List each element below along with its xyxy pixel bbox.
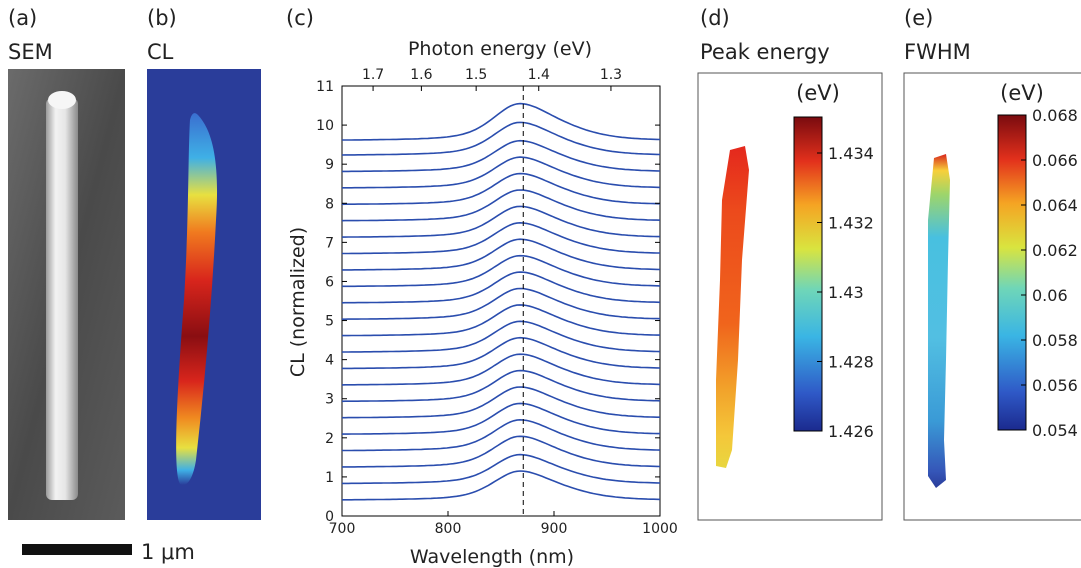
y-tick-label: 1 bbox=[325, 470, 334, 486]
y-tick-label: 8 bbox=[325, 196, 334, 212]
y-tick-label: 4 bbox=[325, 353, 334, 369]
panel-title-e: FWHM bbox=[904, 40, 971, 64]
fwhm-colorbar-tick-label: 0.06 bbox=[1032, 286, 1068, 305]
fwhm-unit: (eV) bbox=[1000, 81, 1044, 105]
plot-frame bbox=[341, 85, 661, 517]
y-tick-label: 11 bbox=[316, 79, 334, 95]
spectrum-line bbox=[341, 189, 661, 222]
spectrum-line bbox=[341, 369, 661, 403]
peak-energy-colorbar-tick-label: 1.434 bbox=[828, 144, 874, 163]
spectrum-line bbox=[342, 435, 661, 468]
scale-bar bbox=[22, 544, 132, 555]
fwhm-colorbar-tick-label: 0.058 bbox=[1032, 331, 1078, 350]
y-tick-label: 0 bbox=[325, 509, 334, 525]
top-x-axis-label: Photon energy (eV) bbox=[408, 38, 592, 60]
x-tick-label: 700 bbox=[329, 521, 356, 537]
spectrum-line bbox=[342, 453, 661, 485]
x-tick-label: 1000 bbox=[642, 521, 678, 537]
top-x-tick-label: 1.4 bbox=[528, 67, 550, 83]
fwhm-colorbar-tick-label: 0.066 bbox=[1032, 151, 1078, 170]
panel-label-c: (c) bbox=[286, 6, 314, 30]
spectrum-line bbox=[341, 172, 661, 206]
y-tick-label: 3 bbox=[325, 392, 334, 408]
panel-label-a: (a) bbox=[8, 6, 38, 30]
fwhm-map bbox=[928, 154, 950, 488]
peak-energy-map bbox=[716, 146, 749, 468]
spectrum-line bbox=[342, 139, 661, 173]
spectrum-line bbox=[342, 418, 661, 452]
peak-energy-panel: (eV) 1.434 1.432 1.43 1.428 1.426 bbox=[697, 72, 883, 521]
panel-title-a: SEM bbox=[8, 40, 53, 64]
spectrum-line bbox=[342, 470, 661, 501]
panel-label-d: (d) bbox=[700, 6, 730, 30]
peak-energy-colorbar bbox=[793, 116, 823, 432]
top-x-tick-label: 1.6 bbox=[410, 67, 432, 83]
fwhm-colorbar bbox=[997, 114, 1027, 431]
fwhm-colorbar-tick-label: 0.068 bbox=[1032, 106, 1078, 125]
spectrum-line bbox=[342, 287, 661, 321]
peak-energy-unit: (eV) bbox=[796, 81, 840, 105]
spectrum-line bbox=[341, 121, 661, 156]
fwhm-colorbar-tick-label: 0.062 bbox=[1032, 241, 1078, 260]
spectrum-line bbox=[342, 402, 660, 435]
spectrum-line bbox=[342, 320, 661, 353]
spectrum-line bbox=[342, 205, 660, 238]
fwhm-panel: (eV) 0.068 0.066 0.064 0.062 0.06 0.058 0.056 0… bbox=[903, 72, 1081, 521]
y-tick-label: 5 bbox=[325, 314, 334, 330]
top-x-tick-label: 1.5 bbox=[465, 67, 487, 83]
peak-energy-colorbar-tick-label: 1.432 bbox=[828, 214, 874, 233]
panel-label-b: (b) bbox=[147, 6, 177, 30]
y-axis-label: CL (normalized) bbox=[287, 227, 309, 377]
top-x-tick-label: 1.3 bbox=[600, 67, 622, 83]
panel-title-b: CL bbox=[147, 40, 174, 64]
cl-spectra-plot: 700 800 900 1000 1.7 1.6 1.5 1.4 1.3 0 1 2 3 4 5 6 7 8 9 10… bbox=[287, 38, 678, 568]
spectrum-line bbox=[342, 304, 660, 337]
sem-image bbox=[8, 69, 125, 520]
spectrum-line bbox=[342, 254, 661, 288]
y-tick-label: 9 bbox=[325, 157, 334, 173]
spectrum-line bbox=[341, 271, 661, 304]
x-axis-label: Wavelength (nm) bbox=[410, 546, 574, 568]
panel-title-d: Peak energy bbox=[700, 40, 830, 64]
fwhm-colorbar-tick-label: 0.056 bbox=[1032, 376, 1078, 395]
spectrum-line bbox=[342, 238, 661, 271]
spectrum-line bbox=[342, 336, 661, 370]
peak-energy-colorbar-tick-label: 1.426 bbox=[828, 422, 874, 441]
x-tick-label: 800 bbox=[435, 521, 462, 537]
x-tick-label: 900 bbox=[541, 521, 568, 537]
spectrum-line bbox=[342, 156, 661, 189]
y-tick-label: 2 bbox=[325, 431, 334, 447]
peak-energy-colorbar-tick-label: 1.43 bbox=[828, 283, 864, 302]
spectrum-line bbox=[342, 102, 661, 141]
y-tick-label: 6 bbox=[325, 274, 334, 290]
cl-map-image bbox=[147, 69, 261, 520]
fwhm-colorbar-tick-label: 0.064 bbox=[1032, 196, 1078, 215]
fwhm-colorbar-tick-label: 0.054 bbox=[1032, 421, 1078, 440]
y-tick-label: 7 bbox=[325, 235, 334, 251]
scale-bar-label: 1 μm bbox=[141, 540, 195, 564]
y-tick-label: 10 bbox=[316, 118, 334, 134]
spectrum-line bbox=[341, 353, 661, 386]
spectrum-line bbox=[342, 221, 660, 255]
peak-energy-colorbar-tick-label: 1.428 bbox=[828, 353, 874, 372]
top-x-tick-label: 1.7 bbox=[362, 67, 384, 83]
panel-label-e: (e) bbox=[904, 6, 934, 30]
spectrum-line bbox=[342, 386, 660, 419]
